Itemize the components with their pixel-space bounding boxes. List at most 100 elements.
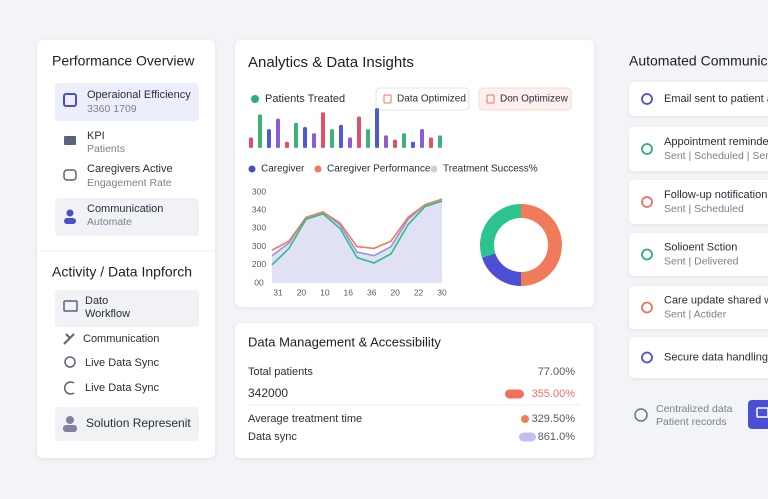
x-tick-label: 36 bbox=[367, 287, 377, 297]
x-tick-label: 20 bbox=[390, 287, 400, 297]
bar bbox=[339, 124, 343, 148]
bar bbox=[348, 137, 352, 148]
indicator bbox=[521, 415, 529, 423]
message-status: Sent | Scheduled bbox=[664, 203, 744, 215]
icon bbox=[383, 94, 392, 104]
bar bbox=[330, 129, 334, 148]
bar bbox=[303, 127, 307, 148]
icon bbox=[63, 300, 78, 312]
card bbox=[235, 323, 594, 458]
message-status: Sent | Delivered bbox=[664, 255, 739, 267]
row-value: 77.00% bbox=[538, 366, 576, 378]
action-button[interactable] bbox=[748, 400, 768, 429]
y-tick-label: 200 bbox=[252, 259, 266, 269]
x-tick-label: 22 bbox=[414, 287, 424, 297]
bar bbox=[393, 139, 397, 148]
column-title: Automated Communic bbox=[629, 53, 768, 69]
y-tick-label: 300 bbox=[252, 241, 266, 251]
message-card[interactable] bbox=[629, 337, 768, 378]
row-value: 355.00% bbox=[532, 388, 576, 400]
footer-subtitle: Patient records bbox=[656, 416, 727, 428]
icon bbox=[63, 425, 77, 432]
x-tick-label: 16 bbox=[344, 287, 354, 297]
row-label: Data sync bbox=[248, 431, 297, 443]
icon bbox=[63, 93, 77, 107]
bar bbox=[366, 129, 370, 148]
bar bbox=[285, 141, 289, 148]
icon bbox=[641, 196, 653, 208]
bar bbox=[438, 135, 442, 148]
message-title: Secure data handling bbox=[664, 351, 768, 363]
legend-label: Caregiver Performance bbox=[327, 164, 431, 175]
bar bbox=[294, 122, 298, 148]
button-label[interactable]: Don Optimizew bbox=[500, 94, 569, 105]
bar bbox=[429, 137, 433, 148]
y-tick-label: 300 bbox=[252, 186, 266, 196]
icon bbox=[64, 356, 76, 368]
indicator bbox=[505, 389, 524, 399]
message-status: Sent | Actider bbox=[664, 308, 727, 320]
icon bbox=[64, 381, 75, 395]
legend-dot bbox=[314, 165, 322, 173]
item-title: Communication bbox=[87, 203, 163, 215]
message-title: Solioent Sction bbox=[664, 241, 737, 253]
x-tick-label: 31 bbox=[273, 287, 283, 297]
footer-title: Centralized data bbox=[656, 403, 733, 415]
row-label: 342000 bbox=[248, 386, 288, 400]
item-subtitle: Patients bbox=[87, 143, 125, 155]
item-subtitle: Engagement Rate bbox=[87, 177, 172, 189]
icon bbox=[64, 136, 76, 145]
item-bg bbox=[55, 198, 199, 236]
bar bbox=[267, 129, 271, 148]
icon bbox=[486, 94, 495, 104]
bar bbox=[312, 133, 316, 148]
icon bbox=[66, 416, 74, 424]
item-bg bbox=[55, 290, 199, 327]
bar bbox=[258, 114, 262, 148]
icon bbox=[641, 248, 653, 261]
message-card[interactable] bbox=[629, 233, 768, 276]
section-title: Activity / Data Inpforch bbox=[52, 264, 192, 280]
item-title: Solution Represenit bbox=[86, 416, 191, 430]
bar bbox=[321, 112, 325, 148]
icon bbox=[641, 93, 653, 105]
x-tick-label: 10 bbox=[320, 287, 330, 297]
item-subtitle: 3360 1709 bbox=[87, 103, 137, 115]
message-title: Appointment reminder bbox=[664, 136, 768, 148]
button[interactable] bbox=[375, 87, 470, 111]
message-card[interactable] bbox=[629, 127, 768, 171]
donut-segment bbox=[520, 204, 562, 286]
message-card[interactable] bbox=[629, 286, 768, 329]
row-label: Average treatment time bbox=[248, 413, 362, 425]
bar bbox=[249, 137, 253, 148]
row-value: 861.0% bbox=[538, 431, 576, 443]
bar bbox=[420, 129, 424, 148]
legend-label: Treatment Success% bbox=[443, 164, 538, 175]
message-card[interactable] bbox=[629, 82, 768, 116]
bar bbox=[375, 108, 379, 148]
y-tick-label: 340 bbox=[252, 204, 266, 214]
y-tick-label: 300 bbox=[252, 223, 266, 233]
legend-label: Caregiver bbox=[261, 164, 305, 175]
item-subtitle: Automate bbox=[87, 216, 132, 228]
donut-segment bbox=[480, 204, 522, 258]
legend-dot bbox=[248, 165, 256, 173]
button[interactable] bbox=[478, 87, 572, 111]
message-card[interactable] bbox=[629, 180, 768, 224]
area bbox=[272, 199, 442, 283]
icon bbox=[251, 95, 259, 103]
message-status: Sent | Scheduled | Ser bbox=[664, 150, 768, 162]
icon bbox=[756, 407, 768, 418]
icon bbox=[63, 333, 75, 345]
message-title: Follow-up notification bbox=[664, 189, 767, 201]
message-title: Email sent to patient a bbox=[664, 93, 768, 105]
icon bbox=[634, 408, 648, 422]
item-title: Live Data Sync bbox=[85, 357, 159, 369]
button-label[interactable]: Data Optimized bbox=[397, 94, 466, 105]
bar bbox=[411, 141, 415, 148]
item-bg bbox=[55, 407, 199, 441]
item-title: Dato bbox=[85, 295, 108, 307]
item-bg bbox=[55, 83, 199, 121]
message-title: Care update shared w bbox=[664, 294, 768, 306]
